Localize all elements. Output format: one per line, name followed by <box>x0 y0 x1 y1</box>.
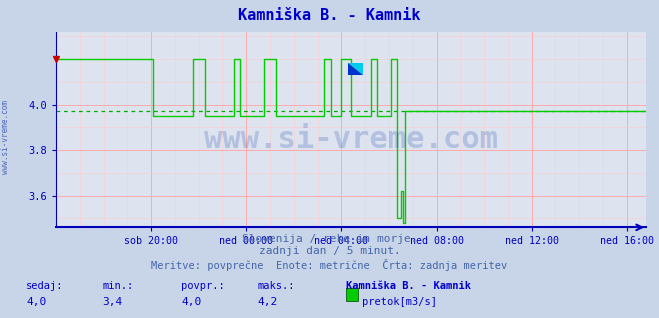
Polygon shape <box>348 63 362 75</box>
Text: 4,0: 4,0 <box>26 297 47 307</box>
Text: Kamniška B. - Kamnik: Kamniška B. - Kamnik <box>239 8 420 23</box>
Text: www.si-vreme.com: www.si-vreme.com <box>1 100 10 174</box>
Text: zadnji dan / 5 minut.: zadnji dan / 5 minut. <box>258 246 401 256</box>
Text: 4,2: 4,2 <box>257 297 277 307</box>
Text: pretok[m3/s]: pretok[m3/s] <box>362 297 438 307</box>
Text: sedaj:: sedaj: <box>26 281 64 291</box>
Text: povpr.:: povpr.: <box>181 281 225 291</box>
Text: Meritve: povprečne  Enote: metrične  Črta: zadnja meritev: Meritve: povprečne Enote: metrične Črta:… <box>152 259 507 271</box>
Polygon shape <box>348 63 362 75</box>
Text: Slovenija / reke in morje.: Slovenija / reke in morje. <box>242 234 417 244</box>
Text: 3,4: 3,4 <box>102 297 123 307</box>
Text: maks.:: maks.: <box>257 281 295 291</box>
Text: 4,0: 4,0 <box>181 297 202 307</box>
Text: www.si-vreme.com: www.si-vreme.com <box>204 125 498 154</box>
Polygon shape <box>348 63 362 75</box>
Text: Kamniška B. - Kamnik: Kamniška B. - Kamnik <box>346 281 471 291</box>
Text: min.:: min.: <box>102 281 133 291</box>
